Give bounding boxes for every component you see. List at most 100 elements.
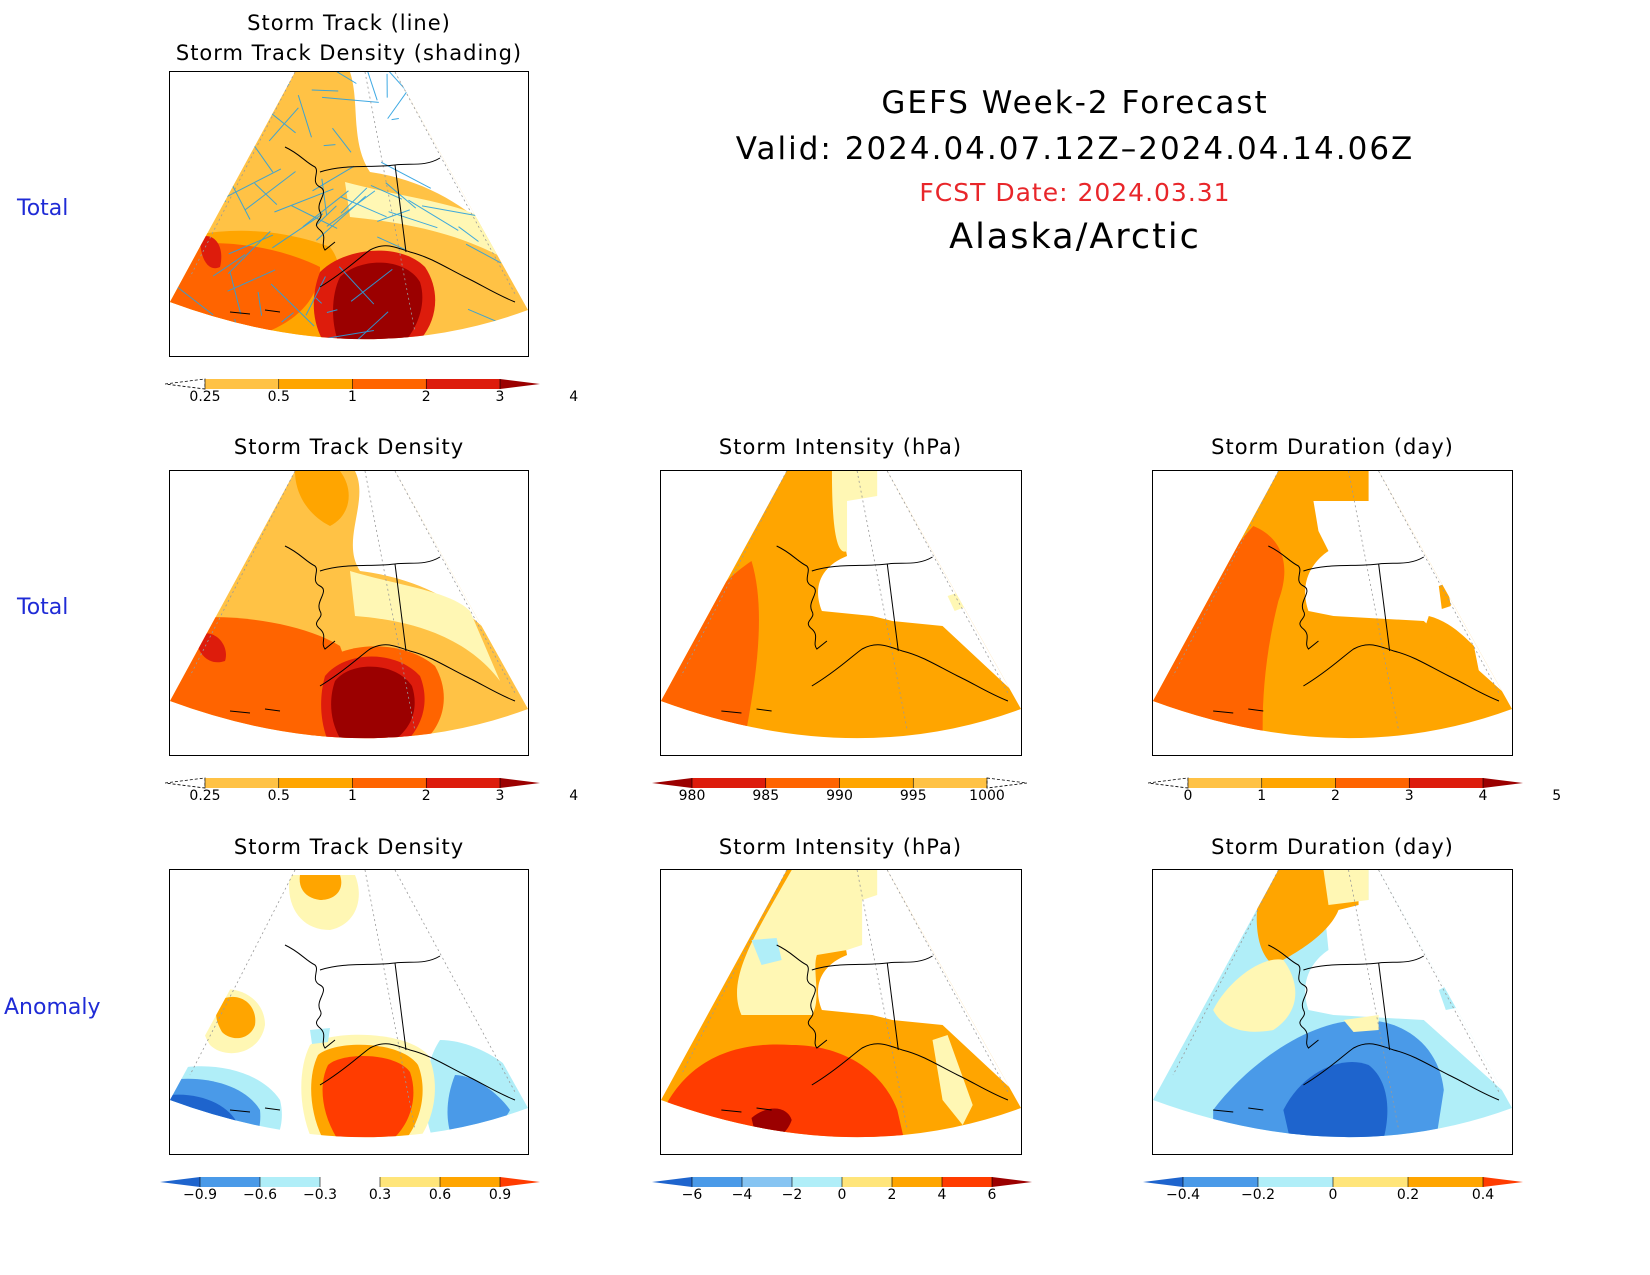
colorbar-intensity-total: 980 985 990 995 1000 — [652, 777, 1027, 807]
colorbar-swatch — [913, 778, 988, 788]
island-outline — [229, 1107, 281, 1113]
island-outline — [721, 708, 772, 714]
storm-track-segment — [229, 272, 242, 315]
storm-track-segment — [377, 236, 406, 251]
storm-track-segment — [380, 161, 432, 189]
storm-track-segment — [340, 187, 368, 214]
meridian-line — [1378, 870, 1500, 1093]
storm-track-segment — [176, 154, 210, 174]
colorbar-tick-label: −0.9 — [183, 1187, 217, 1203]
shade-orange — [299, 875, 342, 900]
shade-light-yellow — [932, 1035, 973, 1125]
panel-title-top: Storm Track (line) Storm Track Density (… — [175, 11, 523, 65]
colorbar-tick-label: 2 — [887, 1187, 897, 1203]
colorbar-end-high — [500, 778, 540, 788]
storm-track-segment — [190, 72, 241, 88]
meridian-line — [680, 870, 788, 1076]
colorbar-tick-label: 3 — [1404, 788, 1414, 804]
coastline-west — [284, 944, 336, 1049]
shade-orange — [295, 471, 349, 526]
storm-track-segment — [441, 332, 457, 340]
shade-light-blue — [1438, 985, 1456, 1010]
storm-track-segment — [268, 107, 299, 142]
storm-track-segment — [326, 190, 376, 227]
shade-dark-red — [333, 262, 423, 340]
storm-track-segment — [250, 141, 274, 173]
cb-bd-svg — [160, 1177, 540, 1187]
coastline-south — [319, 644, 516, 702]
meridian-line — [886, 870, 1009, 1093]
shade-dark-red — [331, 666, 415, 739]
storm-track-segment — [224, 100, 232, 138]
colorbar-tick-label: 0.2 — [1396, 1187, 1420, 1203]
p-mi-svg — [661, 471, 1021, 739]
colorbar-swatch — [765, 778, 840, 788]
coastline-south — [811, 1043, 1009, 1101]
storm-track-segment — [340, 196, 387, 218]
storm-track-segment — [350, 269, 393, 302]
coastline-west — [1268, 545, 1319, 650]
p-mu-svg — [1153, 471, 1512, 739]
storm-track-segment — [365, 72, 378, 101]
colorbar-swatch — [1335, 778, 1410, 788]
panel-title-bot-duration: Storm Duration (day) — [1211, 835, 1454, 859]
colorbar-tick-label: 3 — [495, 389, 505, 405]
colorbar-swatch — [1409, 778, 1484, 788]
panel-title-bot-intensity: Storm Intensity (hPa) — [718, 835, 963, 859]
colorbar-swatch — [1408, 1177, 1484, 1187]
map-storm-track-density-anomaly — [169, 869, 529, 1155]
meridian-line — [364, 72, 416, 333]
meridian-line — [1378, 471, 1500, 694]
storm-track-segment — [323, 144, 336, 147]
colorbar-tick-label: 0.5 — [267, 389, 290, 405]
colorbar-tick-label: −0.4 — [1166, 1187, 1200, 1203]
colorbar-tick-label: 6 — [987, 1187, 997, 1203]
colorbar-tick-label: 2 — [421, 788, 431, 804]
colorbar-swatch — [1333, 1177, 1409, 1187]
island-outline — [1213, 1107, 1264, 1113]
colorbar-tick-label: −0.6 — [243, 1187, 277, 1203]
meridian-line — [394, 870, 516, 1093]
colorbar-end-high — [986, 777, 1027, 789]
colorbar-tick-label: 5 — [1552, 788, 1562, 804]
island-outline — [229, 708, 281, 714]
colorbar-labels: 980 985 990 995 1000 — [652, 788, 1027, 806]
border-line — [394, 164, 407, 253]
storm-track-segment — [254, 182, 278, 205]
colorbar-tick-label: 1000 — [969, 788, 1005, 804]
colorbar-tick-label: 2 — [1331, 788, 1340, 804]
colorbar-density-total: 0.25 0.5 1 2 3 4 — [165, 777, 578, 807]
storm-track-segment — [212, 254, 246, 277]
island-outline — [721, 1107, 772, 1113]
colorbar-swatch — [426, 379, 501, 389]
meridian-line — [886, 471, 1009, 694]
coastline-north — [1303, 955, 1425, 971]
coastline-south — [319, 1043, 516, 1101]
storm-track-segment — [321, 178, 328, 216]
colorbar-swatch — [205, 379, 280, 389]
colorbar-labels: 0.25 0.5 1 2 3 4 — [165, 389, 578, 407]
figure-title: GEFS Week-2 Forecast — [881, 85, 1269, 121]
border-line — [394, 962, 407, 1051]
colorbar-tick-label: 4 — [569, 788, 579, 804]
storm-track-segment — [204, 187, 227, 202]
panel-title-bot-density: Storm Track Density — [233, 835, 465, 859]
colorbar-tick-label: 4 — [937, 1187, 947, 1203]
shade-light-yellow — [831, 471, 878, 552]
coastline-south — [319, 245, 516, 303]
border-line — [1378, 563, 1391, 652]
storm-track-segment — [408, 199, 459, 231]
map-storm-duration-total — [1152, 470, 1513, 756]
row-label-total-1: Total — [17, 196, 69, 221]
storm-track-segment — [197, 118, 223, 137]
border-line — [886, 962, 899, 1051]
colorbar-labels: 0.25 0.5 1 2 3 4 — [165, 788, 578, 806]
colorbar-tick-label: −0.3 — [303, 1187, 337, 1203]
cb-md-svg — [165, 777, 540, 789]
colorbar-swatch — [842, 1177, 893, 1187]
colorbar-tick-label: 0.9 — [488, 1187, 512, 1203]
colorbar-tick-label: 4 — [1478, 788, 1488, 804]
storm-track-segment — [326, 309, 338, 314]
coastline-south — [1303, 1043, 1500, 1101]
meridian-line — [189, 870, 296, 1076]
